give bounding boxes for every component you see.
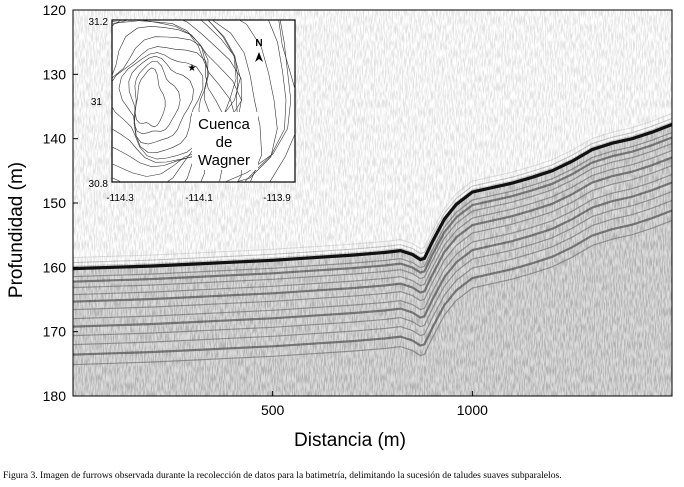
bathymetry-contour-line — [112, 25, 226, 168]
inset-ytick-label: 31 — [91, 97, 103, 108]
subbottom-layer-line — [73, 181, 672, 328]
subbottom-layer-line — [73, 173, 672, 320]
inset-xtick-label: -114.1 — [185, 193, 213, 204]
subbottom-layers — [73, 131, 672, 366]
figure-caption: Figura 3. Imagen de furrows observada du… — [3, 470, 562, 481]
basin-label-line: de — [216, 134, 233, 151]
inset-xtick-label: -113.9 — [263, 193, 291, 204]
subbottom-layer-line — [73, 156, 672, 303]
inset-map: 31.2 31 30.8 -114.3 -114.1 -113.9 N ★ Cu… — [89, 17, 296, 204]
bathymetry-contour-line — [112, 20, 237, 177]
figure-canvas: 120 130 140 150 160 170 180 500 1000 Profundida… — [6, 2, 673, 451]
y-tick-label: 140 — [43, 131, 67, 147]
y-tick-label: 130 — [43, 66, 67, 82]
basin-label-line: Cuenca — [198, 116, 250, 133]
y-axis: 120 130 140 150 160 170 180 — [43, 2, 78, 404]
bathymetry-contour-line — [134, 67, 166, 128]
sonar-traces — [73, 113, 672, 271]
inset-ytick-label: 31.2 — [89, 17, 109, 28]
bathymetry-contour-line — [133, 61, 181, 135]
subbottom-layer-line — [73, 199, 672, 346]
y-axis-label: Profundidad (m) — [6, 162, 27, 298]
north-arrow-icon — [255, 52, 263, 62]
y-tick-label: 120 — [43, 2, 67, 18]
bathymetry-contour-line — [112, 20, 243, 182]
bathymetry-contour-line — [112, 46, 209, 160]
subbottom-layer-line — [73, 190, 672, 337]
x-axis: 500 1000 — [261, 391, 488, 418]
y-tick-label: 170 — [43, 324, 67, 340]
subbottom-layer-line — [73, 149, 672, 296]
subbottom-layer-line — [73, 164, 672, 311]
subbottom-layer-line — [73, 209, 672, 356]
station-star-icon: ★ — [188, 63, 197, 74]
x-tick-label: 500 — [261, 402, 285, 418]
basin-label-bg — [192, 112, 258, 170]
basin-label-line: Wagner — [198, 152, 250, 169]
subbottom-layer-line — [73, 136, 672, 283]
seafloor-reflector-line — [73, 123, 672, 271]
y-tick-label: 160 — [43, 259, 67, 275]
bathymetry-contours — [112, 20, 295, 182]
x-axis-label: Distancia (m) — [294, 430, 406, 451]
x-tick-label: 1000 — [457, 402, 488, 418]
inset-ytick-label: 30.8 — [89, 179, 109, 190]
water-ghost-line — [73, 118, 672, 264]
water-ghost-line — [73, 113, 672, 259]
north-label: N — [255, 38, 262, 49]
inset-xtick-label: -114.3 — [106, 193, 134, 204]
y-tick-label: 180 — [43, 388, 67, 404]
subbottom-layer-line — [73, 219, 672, 366]
sonar-profile — [73, 10, 672, 396]
bathymetry-contour-line — [112, 20, 242, 182]
bathymetry-contour-line — [118, 52, 204, 153]
y-tick-label: 150 — [43, 195, 67, 211]
subbottom-layer-line — [73, 142, 672, 289]
subbottom-layer-line — [73, 131, 672, 278]
bathymetry-contour-line — [128, 55, 194, 145]
